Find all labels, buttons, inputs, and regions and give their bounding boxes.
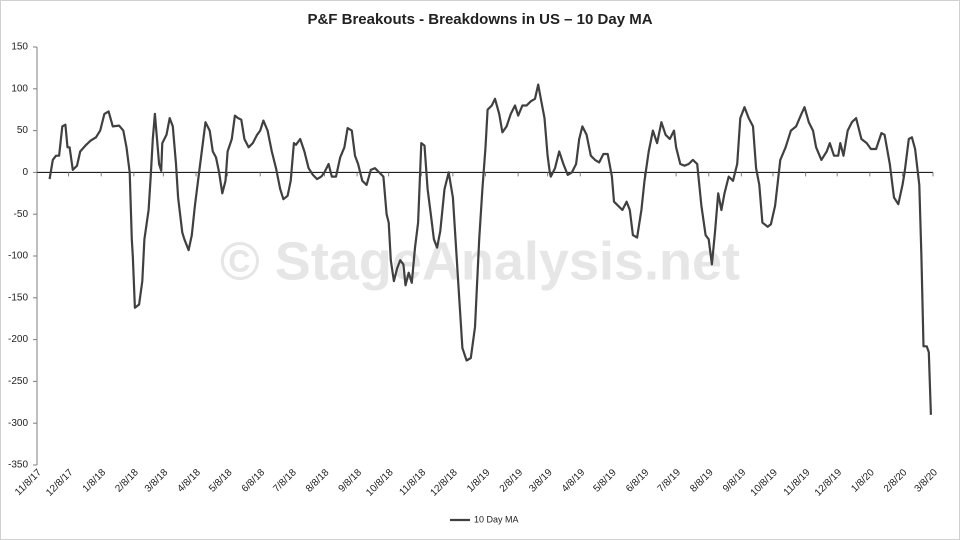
data-line bbox=[48, 83, 932, 415]
y-tick-label: -350 bbox=[8, 460, 28, 471]
y-tick-label: 0 bbox=[22, 167, 28, 178]
y-tick-label: -300 bbox=[8, 418, 28, 429]
y-tick-label: 100 bbox=[11, 83, 28, 94]
legend-label: 10 Day MA bbox=[474, 514, 519, 524]
y-tick-label: 50 bbox=[17, 125, 29, 136]
y-tick-label: -50 bbox=[14, 209, 29, 220]
y-tick-label: -250 bbox=[8, 376, 28, 387]
y-tick-label: 150 bbox=[11, 42, 28, 53]
y-tick-label: -200 bbox=[8, 334, 28, 345]
y-tick-label: -100 bbox=[8, 251, 28, 262]
y-tick-label: -150 bbox=[8, 292, 28, 303]
chart-title: P&F Breakouts - Breakdowns in US – 10 Da… bbox=[307, 11, 652, 28]
